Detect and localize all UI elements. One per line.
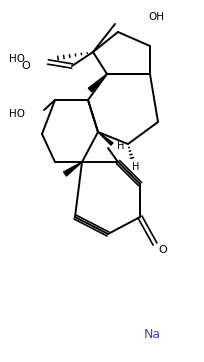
Text: H: H	[131, 162, 139, 172]
Text: OH: OH	[147, 12, 163, 22]
Text: O: O	[21, 61, 30, 71]
Polygon shape	[88, 74, 106, 92]
Polygon shape	[98, 132, 112, 145]
Text: HO: HO	[9, 54, 25, 64]
Text: O: O	[157, 245, 166, 255]
Text: Na: Na	[143, 328, 160, 341]
Text: H: H	[116, 141, 124, 151]
Text: HO: HO	[9, 109, 25, 119]
Polygon shape	[63, 162, 82, 176]
